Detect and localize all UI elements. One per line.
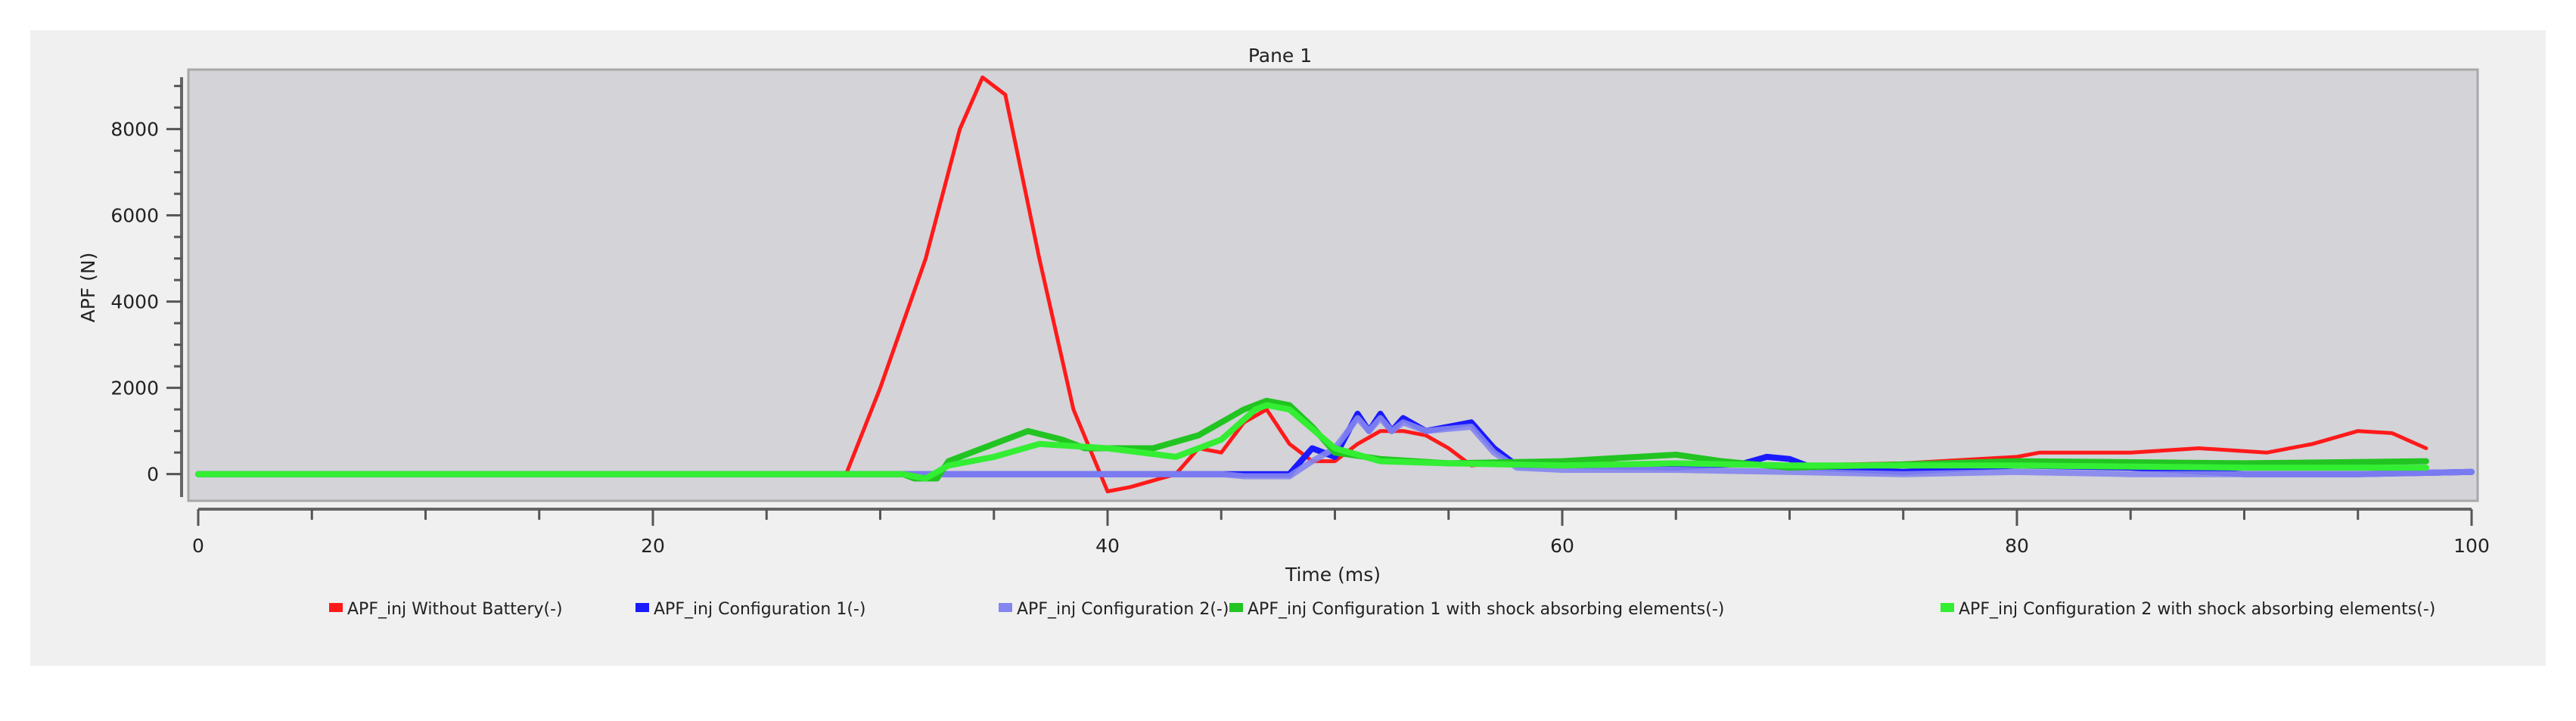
x-tick-label: 40 <box>1095 535 1120 557</box>
x-axis-title: Time (ms) <box>1285 564 1381 586</box>
legend-swatch <box>329 603 343 612</box>
y-tick-label: 2000 <box>110 378 159 399</box>
plot-area <box>187 68 2479 502</box>
legend-swatch <box>635 603 649 612</box>
chart-title: Pane 1 <box>1248 45 1312 67</box>
y-tick-label: 0 <box>147 464 159 486</box>
y-tick-label: 8000 <box>110 119 159 141</box>
legend-swatch <box>999 603 1012 612</box>
legend-item: APF_inj Configuration 1(-) <box>635 600 865 619</box>
series-line-1 <box>196 75 2428 493</box>
legend-item: APF_inj Configuration 2(-) <box>999 600 1229 619</box>
legend-item: APF_inj Configuration 1 with shock absor… <box>1229 600 1724 619</box>
legend-item: APF_inj Configuration 2 with shock absor… <box>1941 600 2435 619</box>
y-tick-label: 4000 <box>110 291 159 313</box>
x-tick-label: 60 <box>1550 535 1574 557</box>
legend: APF_inj Without Battery(-) APF_inj Config… <box>329 600 2435 619</box>
series-lines <box>195 75 2475 493</box>
legend-label: APF_inj Configuration 2(-) <box>1017 600 1229 619</box>
legend-label: APF_inj Configuration 2 with shock absor… <box>1959 600 2435 619</box>
x-tick-label: 20 <box>641 535 665 557</box>
legend-swatch <box>1229 603 1243 612</box>
x-tick-label: 100 <box>2453 535 2490 557</box>
y-axis-title: APF (N) <box>77 253 99 323</box>
series-line-4 <box>195 397 2429 482</box>
x-axis: 0 20 40 60 80 100 <box>192 508 2490 557</box>
legend-label: APF_inj Configuration 1 with shock absor… <box>1248 600 1724 619</box>
y-axis: 0 2000 4000 6000 8000 <box>110 77 183 497</box>
y-tick-label: 6000 <box>110 205 159 227</box>
x-tick-label: 0 <box>192 535 204 557</box>
legend-label: APF_inj Configuration 1(-) <box>654 600 865 619</box>
x-tick-label: 80 <box>2005 535 2029 557</box>
series-line-3 <box>195 415 2475 480</box>
legend-item: APF_inj Without Battery(-) <box>329 600 563 619</box>
series-line-5 <box>195 402 2429 482</box>
legend-swatch <box>1941 603 1954 612</box>
legend-label: APF_inj Without Battery(-) <box>347 600 563 619</box>
